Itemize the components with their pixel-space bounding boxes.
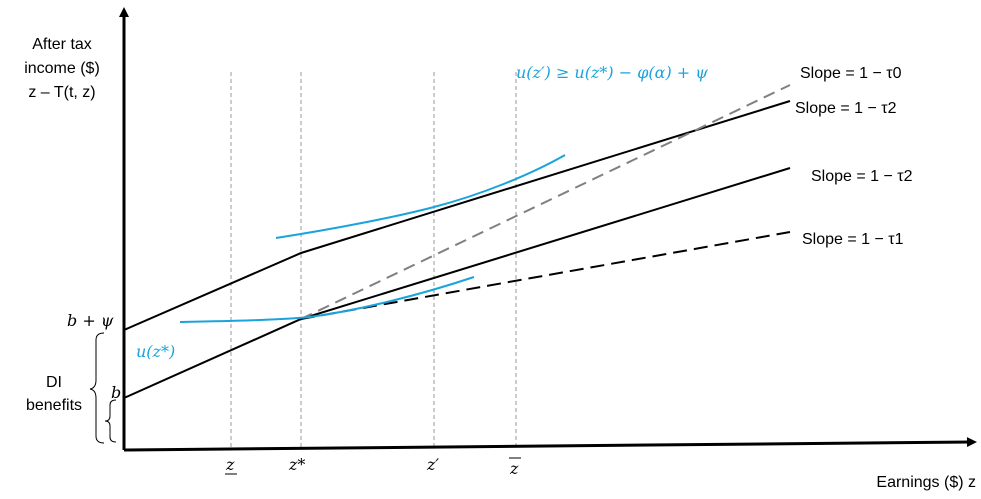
brace-label-line2: benefits [26, 397, 82, 414]
curve-label-u-z-star: u(z*) [136, 342, 175, 361]
x-tick-z-star: z* [288, 455, 305, 474]
brace-di-benefits-b [104, 399, 117, 443]
y-axis-label-line1: After tax [32, 36, 92, 53]
x-axis [123, 437, 977, 452]
slope-label-tau2-upper: Slope = 1 − τ2 [795, 100, 897, 117]
curve-label-condition: u(z′) ≥ u(z*) − φ(α) + ψ [516, 63, 708, 82]
y-tick-b-plus-psi: b + ψ [67, 311, 114, 330]
budget-line-upper [123, 100, 791, 331]
brace-di-benefits-total [89, 332, 105, 444]
y-axis-label-line3: z – T(t, z) [28, 84, 95, 101]
brace-label-line1: DI [46, 374, 62, 391]
x-axis-label: Earnings ($) z [876, 474, 976, 491]
x-tick-z-prime: z′ [426, 455, 439, 474]
x-tick-z-bar: z [509, 459, 519, 478]
x-tick-z-low: z [225, 455, 235, 474]
slope-label-tau1: Slope = 1 − τ1 [802, 231, 904, 248]
slope-label-tau2-lower: Slope = 1 − τ2 [811, 168, 913, 185]
y-tick-b: b [111, 383, 121, 402]
slope-label-tau0: Slope = 1 − τ0 [800, 65, 902, 82]
indifference-curve-lower [179, 276, 475, 323]
indifference-curve-upper [275, 154, 566, 239]
dashed-line-tau0 [300, 84, 791, 320]
y-axis-label-line2: income ($) [24, 60, 100, 77]
